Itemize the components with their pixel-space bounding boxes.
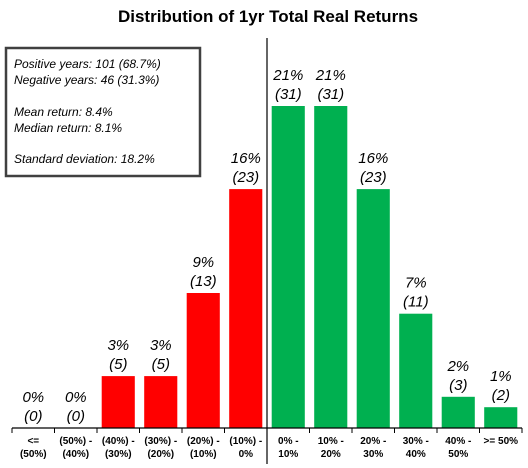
x-tick-label: (10%) -0% [229,436,262,460]
x-axis: <= (50%) (50%) -(40%) (40%) -(30%) (30%) -(2… [11,38,523,464]
bar-count-label: (11) [403,294,429,311]
bar-percent-label: 2% [446,358,469,375]
bar-2 [101,376,135,428]
bar-percent-label: 21% [272,67,303,84]
bar-7 [314,106,348,428]
bar-count-label: (2) [492,387,510,404]
bar-count-label: (23) [232,169,259,186]
bar-6 [271,106,305,428]
x-tick-label: (50%) -(40%) [59,436,92,460]
bar-percent-label: 16% [358,150,388,167]
x-tick-label: 40% -50% [445,436,471,460]
bar-8 [356,189,390,428]
bar-9 [399,313,433,428]
x-tick-label: 10% -20% [318,436,344,460]
bar-percent-label: 16% [231,150,261,167]
bar-percent-label: 21% [315,67,346,84]
x-tick-label: 20% -30% [360,436,386,460]
bar-percent-label: 0% [22,389,44,406]
stats-box: Positive years: 101 (68.7%) Negative yea… [4,46,202,178]
bar-percent-label: 3% [107,337,129,354]
bar-3 [144,376,178,428]
bar-10 [441,396,475,428]
median-return-stat: Median return: 8.1% [14,121,122,135]
x-tick-label: 0% -10% [278,436,299,460]
bar-count-label: (0) [67,408,85,425]
data-labels-group: 0% (0) 0% (0) 3% (5) 3% (5) 9% (13) 16% (23) 21% (31)… [22,67,511,425]
x-tick-label: <= (50%) [20,436,47,460]
bars-group [101,106,518,428]
bar-count-label: (31) [275,86,302,103]
bar-count-label: (5) [152,356,170,373]
bar-count-label: (13) [190,273,217,290]
bar-percent-label: 7% [405,275,427,292]
bar-count-label: (5) [109,356,127,373]
negative-years-stat: Negative years: 46 (31.3%) [14,73,159,87]
stats-box-border [4,46,202,178]
bar-5 [229,189,263,428]
bar-4 [186,293,220,428]
bar-percent-label: 0% [65,389,87,406]
x-tick-label: (30%) -(20%) [144,436,177,460]
bar-percent-label: 3% [150,337,172,354]
chart-title: Distribution of 1yr Total Real Returns [118,7,418,26]
mean-return-stat: Mean return: 8.4% [14,105,113,119]
x-tick-label: (20%) -(10%) [187,436,220,460]
positive-years-stat: Positive years: 101 (68.7%) [14,57,161,71]
x-tick-label: (40%) -(30%) [102,436,135,460]
standard-deviation-stat: Standard deviation: 18.2% [14,152,155,166]
x-tick-label: >= 50% [484,436,519,447]
bar-11 [484,407,518,428]
bar-percent-label: 1% [490,368,512,385]
x-tick-label: 30% -40% [403,436,429,460]
bar-count-label: (31) [317,86,344,103]
bar-count-label: (0) [24,408,42,425]
bar-percent-label: 9% [192,254,214,271]
bar-count-label: (23) [360,169,387,186]
bar-count-label: (3) [449,377,467,394]
